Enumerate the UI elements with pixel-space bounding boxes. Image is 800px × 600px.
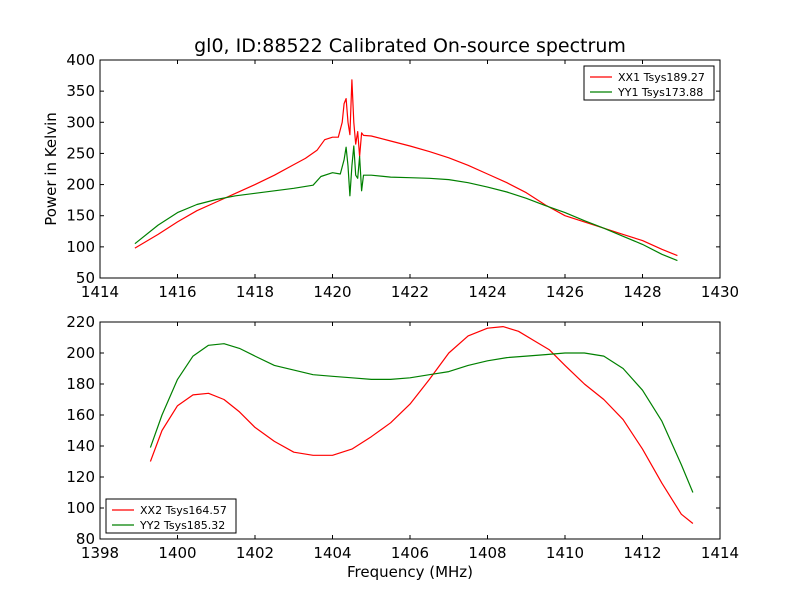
top-series-line-2 (134, 145, 678, 262)
top-y-tick-label: 250 (66, 144, 95, 162)
bottom-series-line-2 (149, 343, 694, 493)
top-y-tick-label: 200 (66, 176, 95, 194)
top-x-tick-label: 1416 (158, 283, 196, 301)
bottom-y-tick-label: 160 (66, 406, 95, 424)
top-legend-label-1: XX1 Tsys189.27 (618, 71, 705, 84)
top-x-tick-label: 1424 (468, 283, 506, 301)
top-y-tick-label: 100 (66, 238, 95, 256)
top-y-tick-label: 350 (66, 82, 95, 100)
bottom-x-tick-label: 1414 (701, 544, 739, 562)
bottom-x-tick-label: 1402 (236, 544, 274, 562)
bottom-x-tick-label: 1404 (313, 544, 351, 562)
bottom-y-tick-label: 180 (66, 375, 95, 393)
bottom-y-tick-label: 120 (66, 468, 95, 486)
bottom-y-tick-label: 200 (66, 344, 95, 362)
top-legend-label-2: YY1 Tsys173.88 (617, 86, 703, 99)
top-y-tick-label: 50 (76, 269, 95, 287)
top-x-tick-label: 1422 (391, 283, 429, 301)
top-x-tick-label: 1418 (236, 283, 274, 301)
top-x-tick-label: 1420 (313, 283, 351, 301)
bottom-legend-label-1: XX2 Tsys164.57 (140, 504, 227, 517)
top-plot: 1414 1416 1418 1420 1422 1424 1426 1428 1430 50 10… (66, 51, 739, 301)
bottom-y-tick-label: 100 (66, 499, 95, 517)
top-x-tick-label: 1430 (701, 283, 739, 301)
top-y-tick-label: 150 (66, 207, 95, 225)
top-x-tick-label: 1426 (546, 283, 584, 301)
bottom-x-tick-label: 1398 (81, 544, 119, 562)
top-x-tick-label: 1414 (81, 283, 119, 301)
top-legend-box (583, 65, 715, 101)
bottom-x-tick-label: 1410 (546, 544, 584, 562)
chart-title: gl0, ID:88522 Calibrated On-source spect… (194, 35, 626, 57)
top-x-tick-label: 1428 (623, 283, 661, 301)
bottom-y-tick-label: 140 (66, 437, 95, 455)
bottom-legend-label-2: YY2 Tsys185.32 (139, 519, 225, 532)
bottom-y-tick-label: 220 (66, 313, 95, 331)
top-y-tick-label: 400 (66, 51, 95, 69)
bottom-y-tick-label: 80 (76, 530, 95, 548)
bottom-plot: 1398 1400 1402 1404 1406 1408 1410 1412 1414 80 10… (66, 313, 739, 562)
bottom-legend-box (105, 498, 237, 534)
bottom-x-axis-label: Frequency (MHz) (347, 563, 473, 581)
bottom-x-tick-label: 1412 (623, 544, 661, 562)
top-y-axis-label: Power in Kelvin (42, 112, 60, 226)
top-y-tick-label: 300 (66, 113, 95, 131)
bottom-x-tick-label: 1406 (391, 544, 429, 562)
bottom-x-tick-label: 1408 (468, 544, 506, 562)
bottom-series-line-1 (149, 326, 694, 524)
bottom-x-tick-label: 1400 (158, 544, 196, 562)
